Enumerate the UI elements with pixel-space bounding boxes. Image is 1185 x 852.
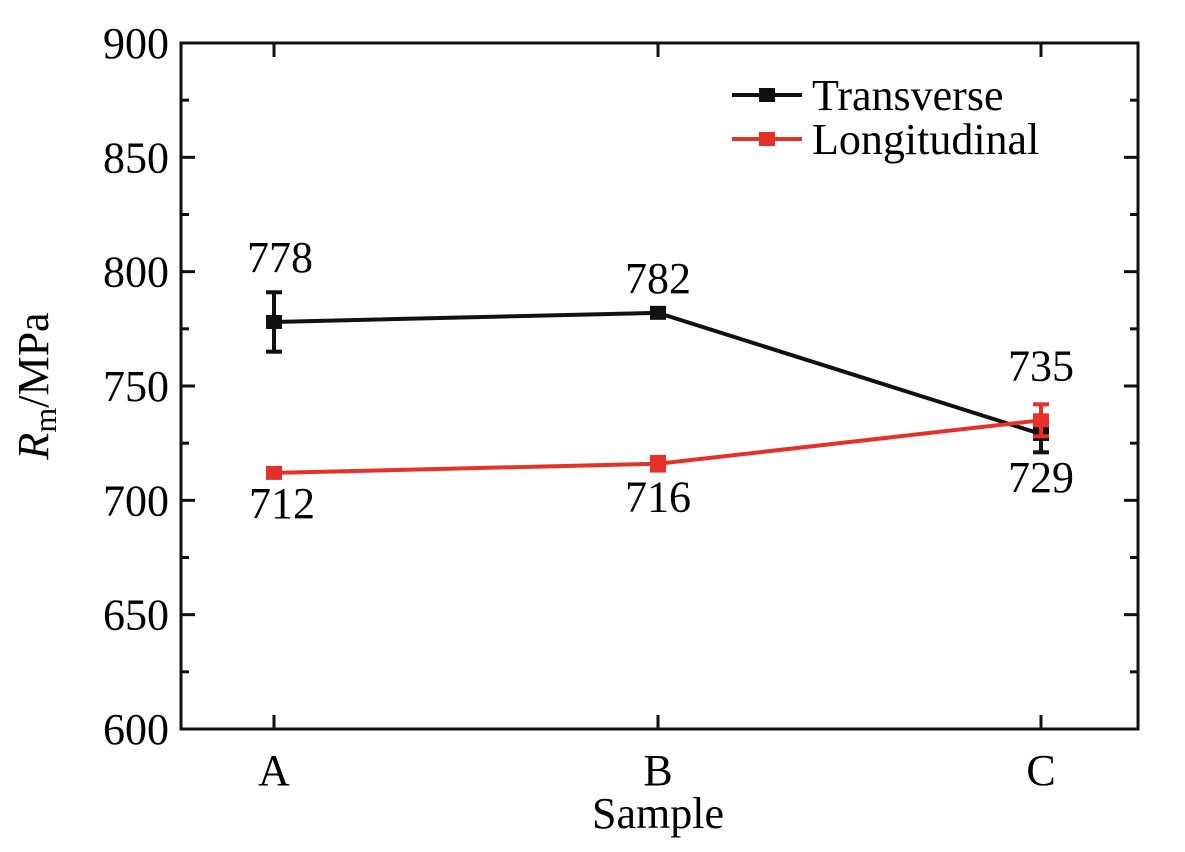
data-label: 782: [625, 254, 691, 303]
x-tick-label: A: [258, 746, 290, 795]
y-tick-label: 650: [103, 591, 169, 640]
data-label: 729: [1008, 453, 1074, 502]
y-tick-label: 600: [103, 705, 169, 754]
data-point: [650, 456, 666, 471]
data-label: 712: [249, 479, 315, 528]
legend-label: Transverse: [812, 71, 1003, 120]
data-label: 716: [625, 473, 691, 522]
y-tick-label: 850: [103, 133, 169, 182]
series-line: [273, 310, 1042, 436]
x-axis-label: Sample: [592, 789, 724, 838]
series-longitudinal: 712 716 735: [249, 341, 1074, 528]
legend-marker: [759, 132, 775, 146]
y-tick-label: 800: [103, 248, 169, 297]
data-point: [1033, 413, 1049, 428]
x-tick-label: C: [1026, 746, 1055, 795]
data-point: [650, 305, 666, 320]
legend-label: Longitudinal: [812, 115, 1039, 164]
x-tick-label: B: [643, 746, 672, 795]
data-point: [266, 314, 282, 329]
data-point: [266, 465, 282, 480]
y-tick-label: 750: [103, 362, 169, 411]
y-tick-label: 900: [103, 19, 169, 68]
legend-marker: [759, 88, 775, 102]
y-axis-label: Rm/MPa: [9, 312, 63, 460]
data-label: 778: [247, 233, 313, 282]
data-label: 735: [1008, 341, 1074, 390]
y-tick-label: 700: [103, 476, 169, 525]
